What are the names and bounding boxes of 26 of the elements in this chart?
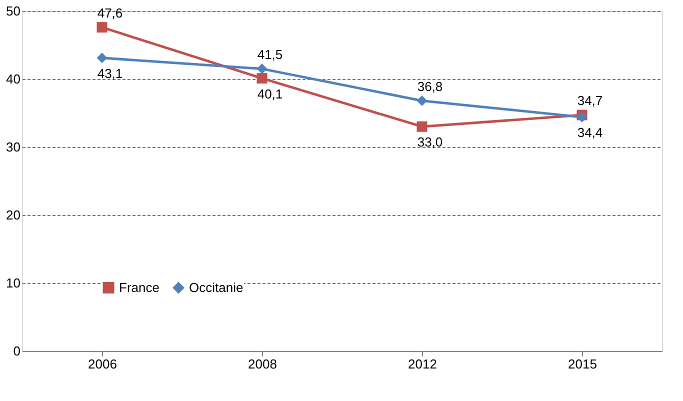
point [416,96,428,106]
y-tick-label: 20 [6,208,20,222]
point [96,22,108,33]
data-label: 36,8 [417,78,443,94]
point [256,73,268,84]
y-tick-label: 40 [6,72,20,86]
y-tick-label: 50 [6,4,20,18]
x-tick-label: 2006 [88,356,117,372]
data-label: 40,1 [257,86,283,102]
data-label: 33,0 [417,134,443,150]
y-tick-label: 0 [13,344,20,358]
data-label: 43,1 [97,66,123,81]
data-label: 34,4 [577,125,603,140]
y-tick-label: 10 [6,276,20,290]
point [96,52,108,64]
point [416,121,428,132]
legend-label: Occitanie [189,280,244,295]
data-label: 47,6 [97,5,123,20]
x-tick-label: 2008 [248,356,277,372]
data-label: 41,5 [257,46,283,62]
legend-label: France [119,280,160,295]
y-tick-label: 30 [6,140,20,154]
data-label: 34,7 [577,93,603,108]
x-tick-label: 2012 [408,356,437,372]
x-tick-label: 2015 [568,356,597,372]
point [256,64,268,74]
